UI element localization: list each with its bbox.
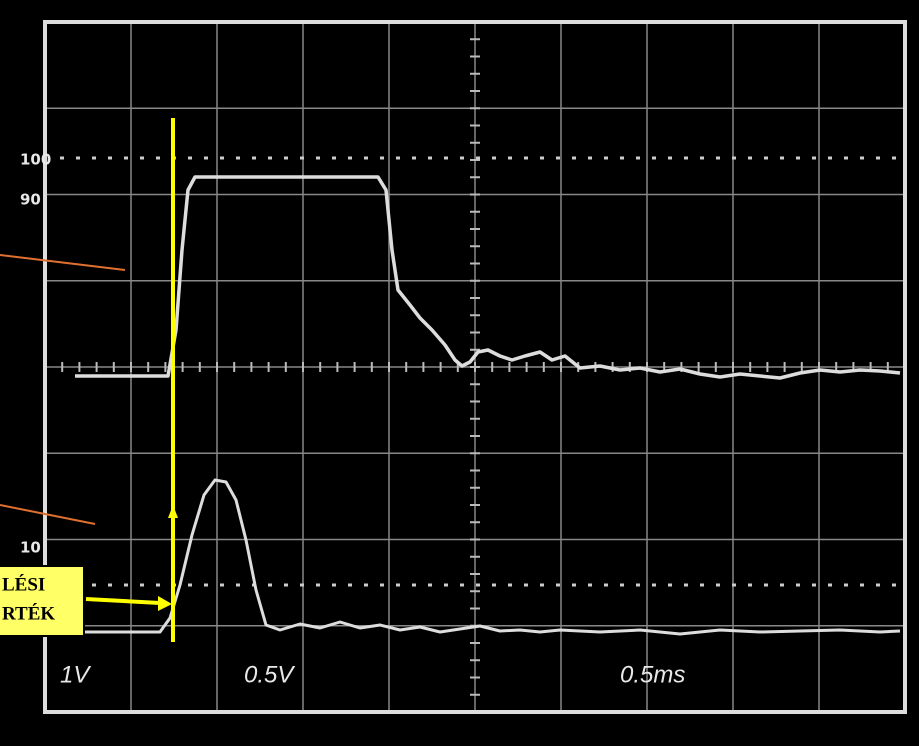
level-label: 100 (20, 151, 51, 169)
oscilloscope-screenshot: 100 90 10 1V 0.5V 0.5ms LÉSI RTÉK (0, 0, 919, 746)
level-label: 90 (20, 191, 41, 209)
channel-readout: 1V (60, 661, 91, 688)
callout-text: LÉSI (2, 573, 45, 595)
level-label: 10 (20, 539, 41, 557)
page: 100 90 10 1V 0.5V 0.5ms LÉSI RTÉK (() =>… (0, 0, 919, 746)
callout-text: RTÉK (2, 602, 55, 624)
background (0, 0, 919, 746)
timebase-readout: 0.5ms (620, 661, 685, 688)
channel-readout: 0.5V (244, 661, 295, 688)
